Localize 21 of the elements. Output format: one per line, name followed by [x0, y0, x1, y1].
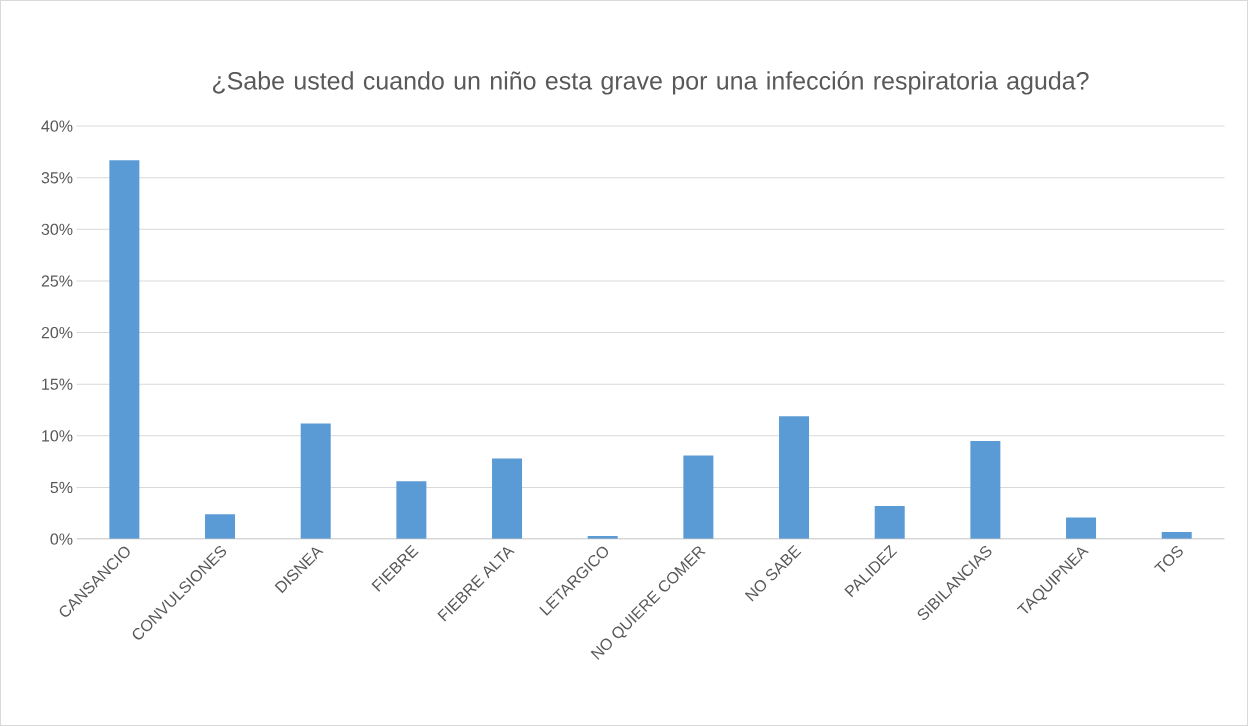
y-tick-label: 5% [50, 481, 73, 494]
y-tick-label: 25% [41, 275, 73, 287]
bar [109, 160, 140, 540]
bar [970, 441, 1001, 540]
bar [492, 458, 523, 540]
chart-title: ¿Sabe usted cuando un niño esta grave por una infección respiratoria aguda? [212, 70, 1089, 95]
bar [683, 455, 714, 540]
bar [874, 506, 905, 540]
bar [205, 514, 236, 540]
y-tick-label: 20% [41, 326, 73, 339]
x-tick-label: TOS [1154, 546, 1183, 573]
y-tick-label: 15% [42, 378, 73, 390]
y-tick-label: 30% [41, 223, 73, 236]
y-tick-label: 0% [50, 533, 73, 545]
y-tick-label: 35% [41, 172, 73, 184]
bar [396, 481, 427, 540]
bar [779, 416, 810, 540]
y-tick-label: 10% [42, 430, 73, 442]
bar [300, 423, 331, 540]
bar [1066, 517, 1097, 540]
y-tick-label: 40% [41, 120, 73, 132]
